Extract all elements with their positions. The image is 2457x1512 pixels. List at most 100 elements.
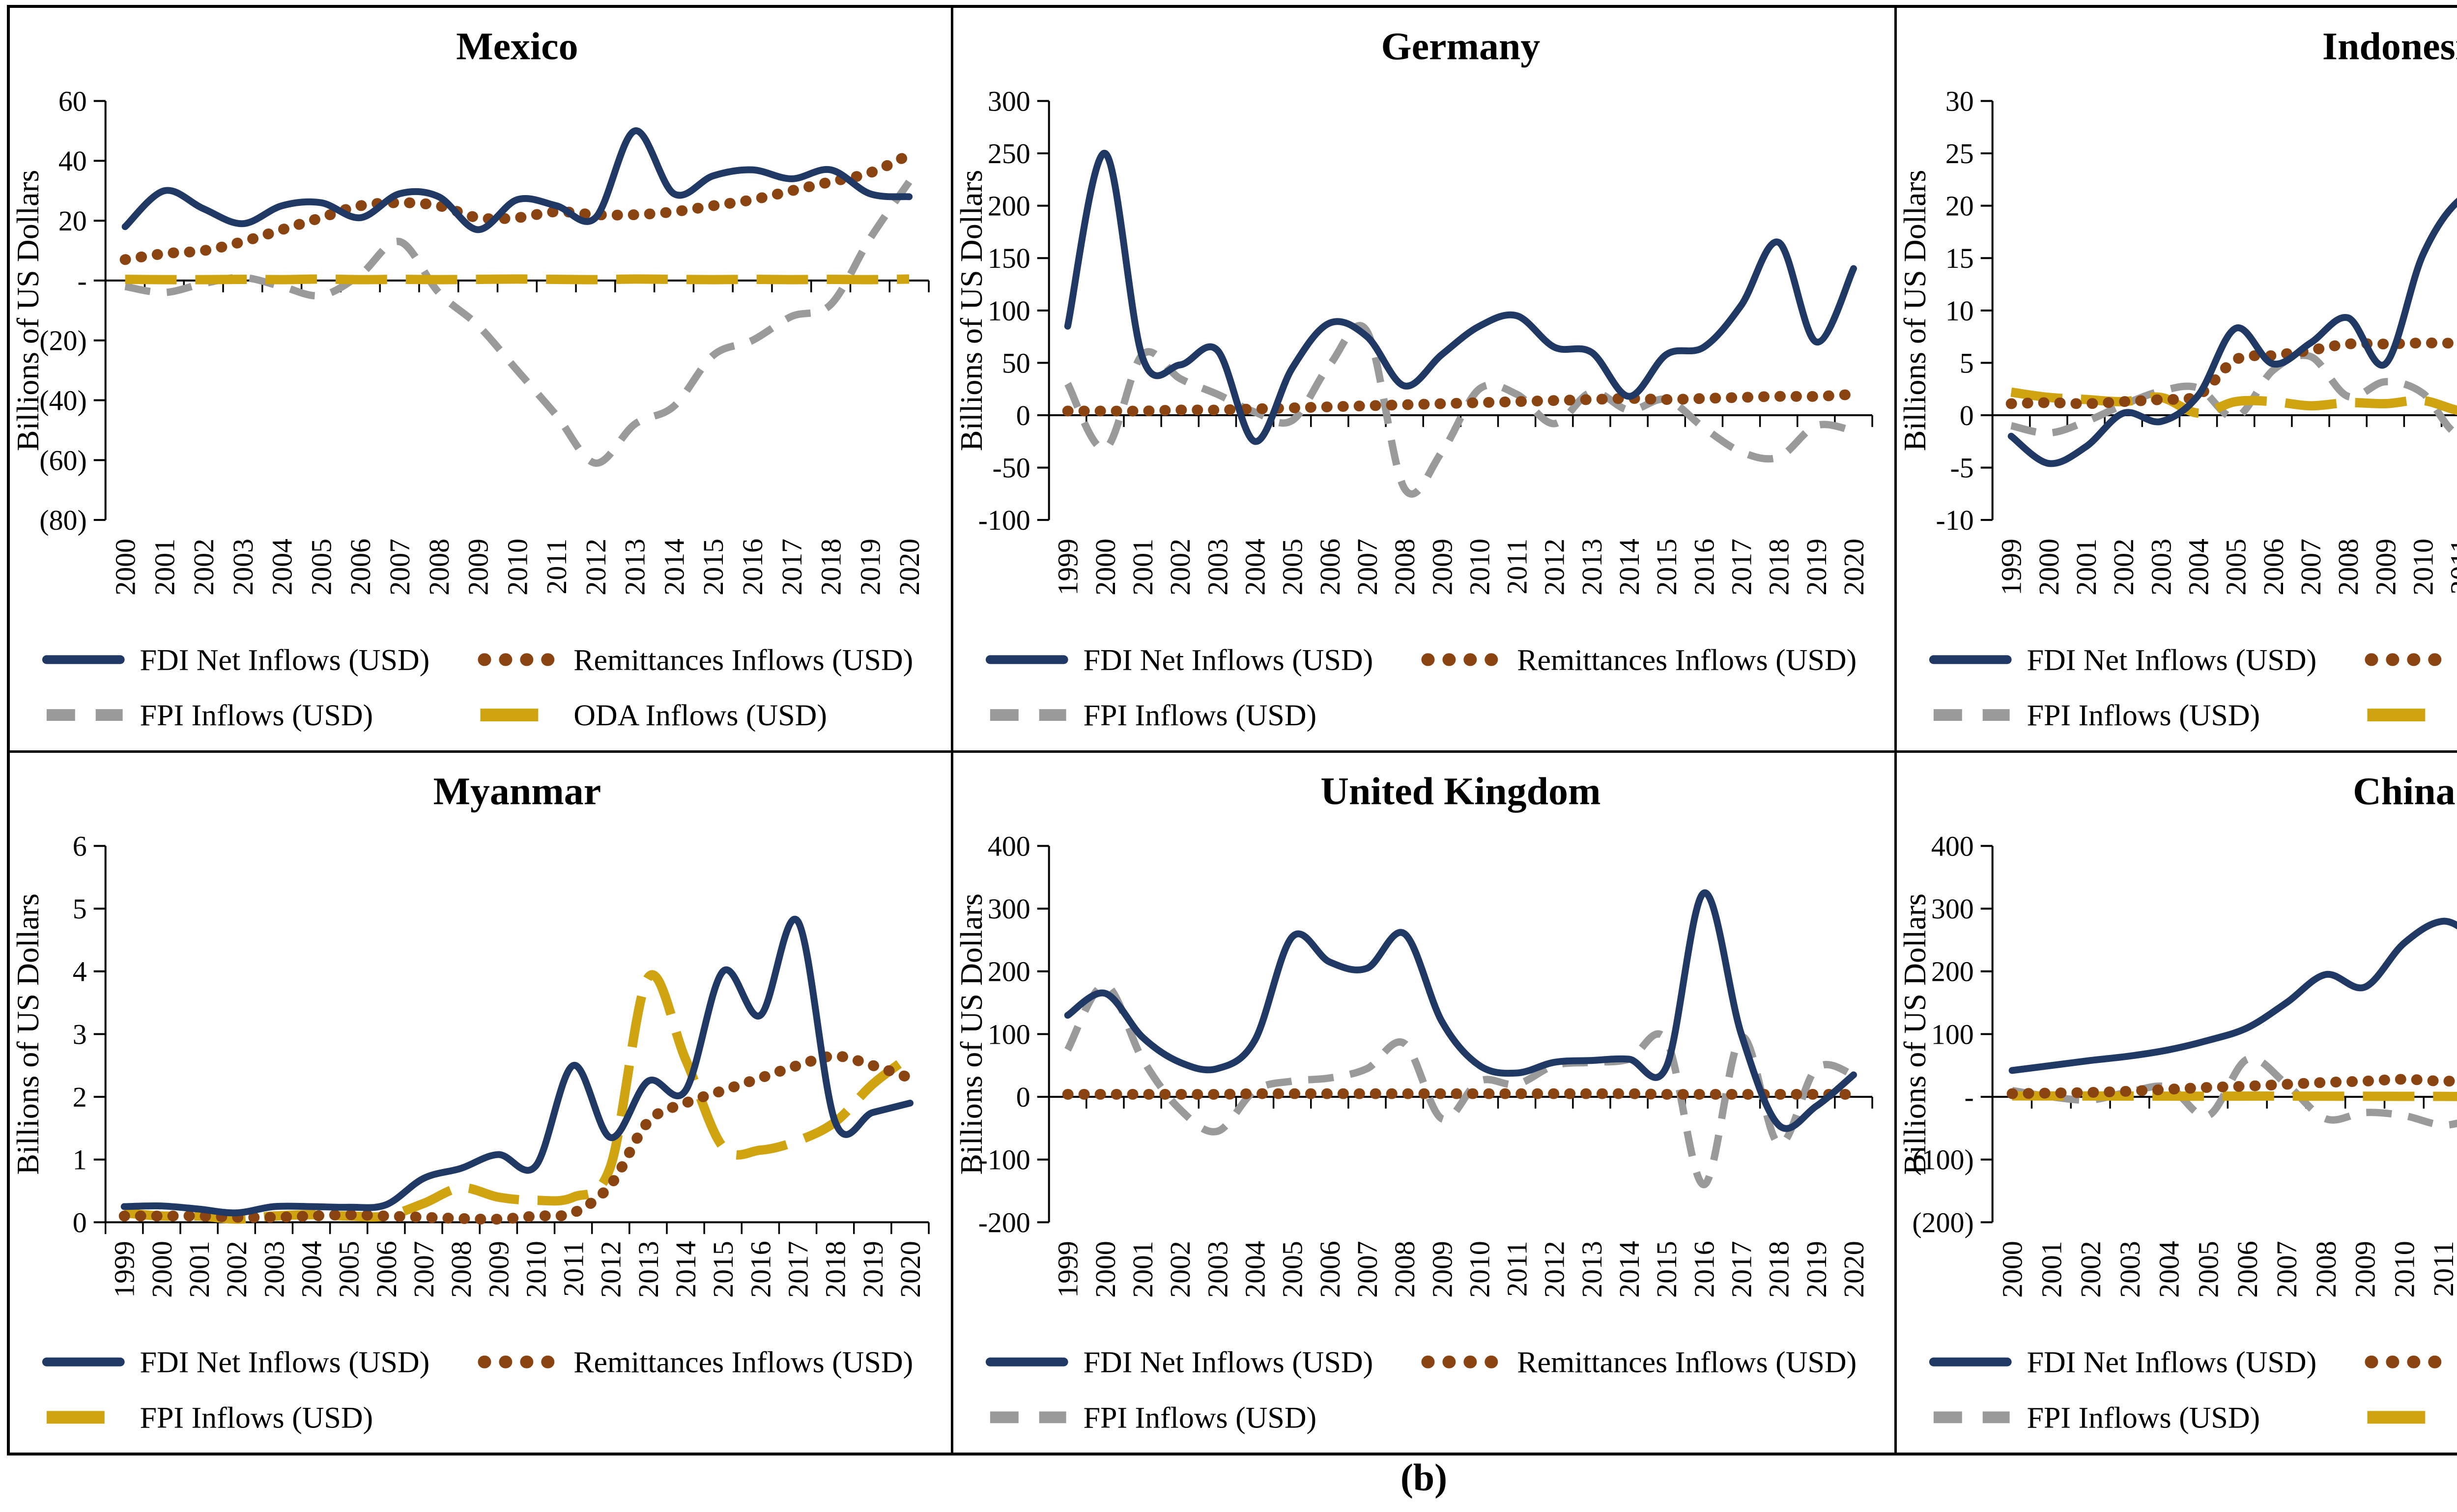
x-tick-label: 1999 [1052,1241,1084,1298]
x-tick-label: 2003 [227,539,259,596]
x-tick-label: 2020 [1838,1241,1870,1298]
series-fpi-inflows-usd [123,970,913,1224]
x-tick-label: 2007 [384,539,416,596]
x-tick-label: 2005 [305,539,337,596]
x-tick-label: 2016 [737,539,769,596]
y-tick-label: 5 [1960,347,1974,379]
x-tick-label: 2009 [462,539,494,596]
y-tick-label: (80) [39,504,86,536]
chart-panel-germany: Germany Billions of US Dollars 300 250 200 15… [953,8,1894,750]
y-tick-label: - [1964,1081,1973,1113]
y-tick-label: 0 [1016,399,1030,431]
x-tick-label: 2001 [2070,539,2102,596]
x-tick-label: 2006 [371,1241,402,1298]
legend-item-fpi-inflows-usd: FPI Inflows (USD) [1933,699,2260,732]
legend-item-fdi-net-inflows-usd: FDI Net Inflows (USD) [985,1345,1373,1379]
legend-label: FPI Inflows (USD) [1084,1401,1317,1434]
x-axis: 1999 2000 2001 2002 2003 2004 2005 2006 2007 2008… [1048,414,1873,596]
legend-label: FPI Inflows (USD) [140,1401,373,1434]
legend-item-fpi-inflows-usd: FPI Inflows (USD) [46,699,373,732]
legend-item-fdi-net-inflows-usd: FDI Net Inflows (USD) [42,1345,430,1379]
y-tick-label: 300 [988,893,1030,925]
x-tick-label: 2007 [2271,1241,2303,1298]
x-tick-label: 1999 [1052,539,1084,596]
x-tick-label: 2006 [2257,539,2289,596]
legend-item-remittances-inflows-usd: Remittances Inflows (USD) [478,643,913,677]
chart-panel-united-kingdom: United Kingdom Billions of US Dollars 400 3… [953,752,1894,1453]
x-tick-label: 2013 [619,539,651,596]
chart-title: Myanmar [433,770,601,813]
y-tick-label: 5 [73,893,87,925]
legend-label: ODA Inflows (USD) [573,699,827,732]
legend-item-fpi-inflows-usd: FPI Inflows (USD) [1933,1401,2260,1434]
legend-item-oda-inflows-usd: ODA Inflows (USD) [2367,1411,2426,1424]
y-tick-label: 400 [988,830,1030,862]
x-axis: 1999 2000 2001 2002 2003 2004 2005 2006 2007 2008… [1991,414,2457,596]
y-tick-label: (20) [39,325,86,357]
x-tick-label: 2001 [148,539,180,596]
y-tick-label: 4 [73,956,87,988]
series-remittances-inflows-usd [2005,337,2457,409]
series-fpi-inflows-usd [2010,351,2457,438]
y-tick-label: -100 [978,1144,1030,1176]
x-tick-label: 2004 [266,539,298,596]
x-tick-label: 2008 [2332,539,2364,596]
legend-label: FDI Net Inflows (USD) [140,1345,430,1379]
x-tick-label: 2019 [854,539,886,596]
chart-title: China [2353,770,2456,813]
y-axis-label: Billions of US Dollars [10,893,45,1175]
legend-label: Remittances Inflows (USD) [1517,643,1857,677]
x-tick-label: 2017 [1725,539,1757,596]
x-tick-label: 2008 [1389,539,1421,596]
y-tick-label: 0 [1016,1081,1030,1113]
line-chart-indonesia: Indonesia Billions of US Dollars 30 25 20 15 1… [1897,25,2457,732]
x-axis: 2000 2001 2002 2003 2004 2005 2006 2007 2008 2009… [104,279,930,596]
y-tick-label: 300 [988,85,1030,117]
x-tick-label: 2007 [1351,539,1383,596]
chart-panel-china: China Billions of US Dollars 400 300 200 100 -… [1897,752,2457,1453]
legend: FDI Net Inflows (USD) Remittances Inflows… [985,1345,1857,1434]
y-tick-label: 15 [1945,242,1974,274]
x-tick-label: 2010 [501,539,533,596]
y-axis-label: Billions of US Dollars [954,893,989,1175]
y-tick-label: 200 [1931,956,1974,988]
x-tick-label: 2007 [1351,1241,1383,1298]
y-tick-label: 100 [988,295,1030,327]
x-tick-label: 2001 [2035,1241,2067,1298]
legend: FDI Net Inflows (USD) Remittances Inflows… [985,643,1857,732]
x-tick-label: 2002 [1164,539,1196,596]
y-tick-label: -200 [978,1206,1030,1238]
chart-grid: Mexico Billions of US Dollars 60 40 20- (20)(… [7,5,2457,1455]
legend-item-remittances-inflows-usd: Remittances Inflows (USD) [1421,643,1857,677]
legend-item-fpi-inflows-usd: FPI Inflows (USD) [46,1401,373,1434]
x-tick-label: 2003 [1201,539,1233,596]
y-axis-label: Billions of US Dollars [1897,893,1932,1175]
x-tick-label: 2015 [1651,1241,1683,1298]
y-tick-label: 1 [73,1144,87,1176]
x-tick-label: 2009 [1426,1241,1458,1298]
x-tick-label: 2002 [2075,1241,2107,1298]
x-tick-label: 2005 [333,1241,365,1298]
legend-label: FDI Net Inflows (USD) [2027,1345,2317,1379]
x-tick-label: 1999 [109,1241,141,1298]
x-tick-label: 2011 [1501,1241,1533,1297]
y-tick-label: 150 [988,242,1030,274]
x-tick-label: 2010 [1463,1241,1495,1298]
x-tick-label: 2018 [820,1241,852,1298]
x-tick-label: 2011 [1501,539,1533,595]
legend-label: FPI Inflows (USD) [1084,699,1317,732]
series-fdi-net-inflows-usd [121,127,913,233]
x-tick-label: 2000 [1997,1241,2028,1298]
y-tick-label: 25 [1945,138,1974,170]
x-tick-label: 2014 [670,1241,702,1298]
legend-item-oda-inflows-usd: ODA Inflows (USD) [2367,709,2426,722]
figure-caption: (b) [1400,1456,1448,1499]
y-tick-label: 100 [1931,1018,1974,1050]
x-tick-label: 2017 [1725,1241,1757,1298]
y-tick-label: 300 [1931,893,1974,925]
x-tick-label: 2003 [258,1241,290,1298]
y-tick-label: -100 [978,504,1030,536]
x-tick-label: 2012 [580,539,612,596]
y-tick-label: -50 [993,452,1030,484]
